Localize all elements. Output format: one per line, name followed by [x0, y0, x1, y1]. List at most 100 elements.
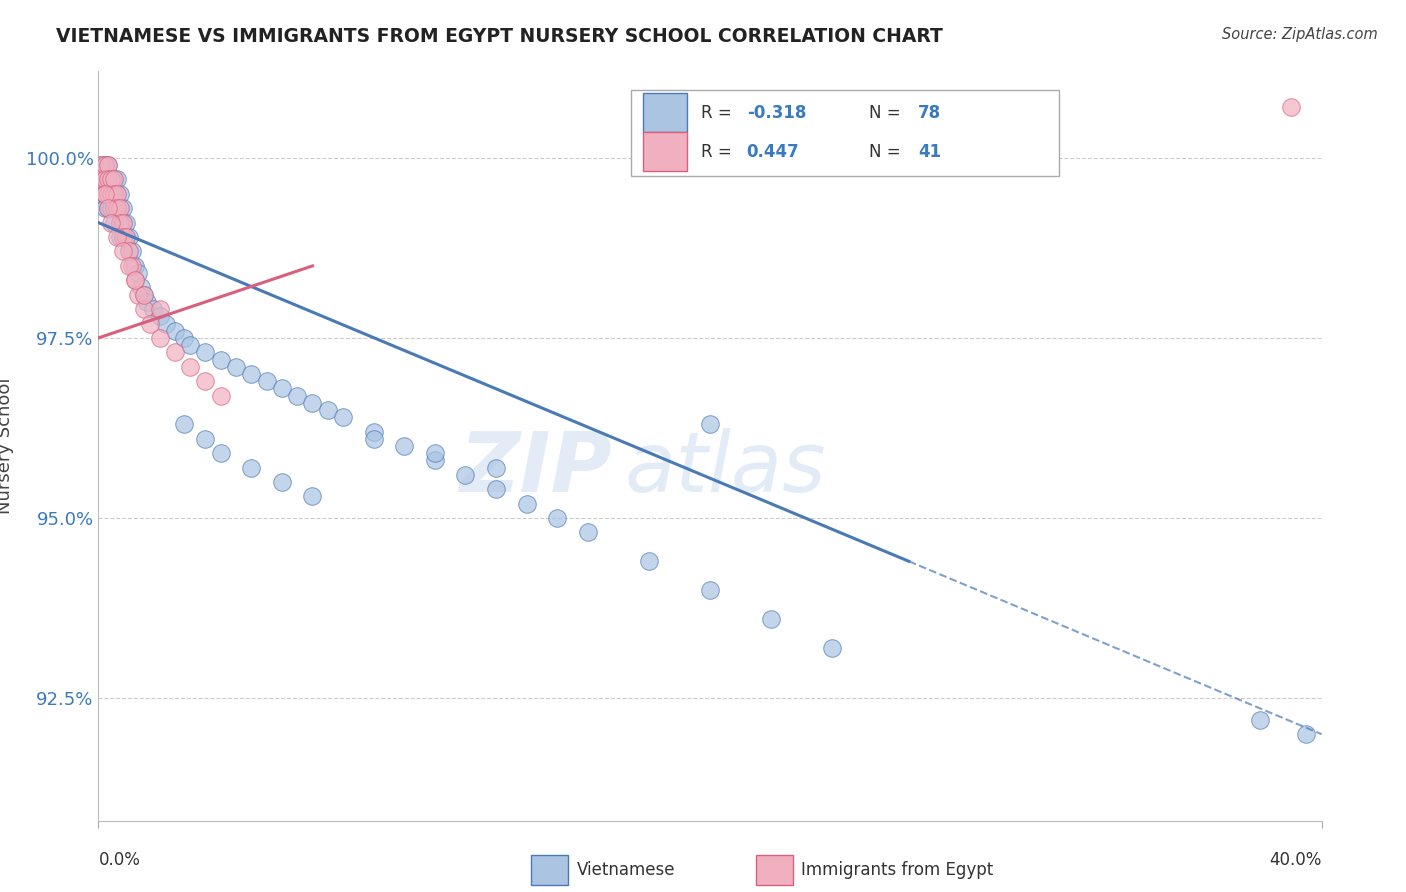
Text: 78: 78 [918, 103, 941, 121]
Point [100, 172, 122, 186]
Y-axis label: Nursery School: Nursery School [0, 377, 14, 515]
Point [97, 186, 120, 201]
Point [93, 201, 115, 215]
Point [576, 525, 599, 540]
Text: atlas: atlas [624, 428, 827, 509]
Point [225, 359, 247, 374]
Point [97, 201, 120, 215]
Point [103, 172, 125, 186]
Point [124, 273, 146, 287]
Point [108, 216, 131, 230]
Point [105, 172, 128, 186]
Point [270, 381, 292, 395]
Point [103, 201, 125, 215]
Point [90, 186, 112, 201]
Text: R =: R = [702, 103, 738, 121]
Point [392, 439, 416, 453]
Point [108, 201, 131, 215]
Point [118, 244, 141, 259]
Point [108, 216, 131, 230]
Point [124, 259, 146, 273]
Point [332, 410, 354, 425]
Text: Source: ZipAtlas.com: Source: ZipAtlas.com [1222, 27, 1378, 42]
Point [103, 186, 125, 201]
Text: Immigrants from Egypt: Immigrants from Egypt [801, 861, 994, 879]
Point [1279, 100, 1302, 114]
Point [301, 396, 323, 410]
Point [699, 417, 721, 432]
Point [821, 640, 844, 655]
Point [100, 216, 122, 230]
Point [105, 230, 128, 244]
Point [699, 583, 721, 598]
Text: N =: N = [869, 103, 905, 121]
Point [194, 374, 217, 388]
Point [179, 359, 201, 374]
Text: ZIP: ZIP [460, 428, 612, 509]
Point [363, 425, 385, 439]
Point [111, 230, 134, 244]
Point [111, 216, 134, 230]
Point [363, 432, 385, 446]
Point [637, 554, 661, 568]
Point [100, 186, 122, 201]
Point [485, 460, 508, 475]
Point [90, 158, 112, 172]
Point [93, 186, 115, 201]
Point [93, 172, 115, 186]
Point [100, 186, 122, 201]
Text: 0.0%: 0.0% [98, 851, 141, 869]
Point [90, 172, 112, 186]
Point [97, 201, 120, 215]
Point [163, 324, 186, 338]
Point [118, 244, 141, 259]
Point [127, 266, 149, 280]
Text: N =: N = [869, 143, 905, 161]
Point [423, 453, 446, 467]
Point [149, 331, 172, 345]
Point [270, 475, 292, 489]
Point [111, 230, 134, 244]
Point [93, 158, 115, 172]
Text: 41: 41 [918, 143, 941, 161]
Point [423, 446, 446, 460]
Point [105, 201, 128, 215]
Point [103, 186, 125, 201]
Point [173, 417, 195, 432]
Point [124, 273, 146, 287]
Point [301, 490, 323, 504]
Point [142, 302, 165, 317]
Text: -0.318: -0.318 [747, 103, 806, 121]
FancyBboxPatch shape [630, 90, 1059, 177]
Point [454, 467, 477, 482]
Point [93, 186, 115, 201]
Point [194, 345, 217, 359]
Text: Vietnamese: Vietnamese [576, 861, 675, 879]
Point [1295, 727, 1317, 741]
Point [108, 230, 131, 244]
Point [209, 446, 232, 460]
Point [256, 374, 278, 388]
Point [127, 287, 149, 301]
Point [209, 352, 232, 367]
Point [97, 172, 120, 186]
FancyBboxPatch shape [643, 93, 686, 132]
Text: R =: R = [702, 143, 738, 161]
Point [97, 158, 120, 172]
Point [129, 280, 152, 294]
Point [163, 345, 186, 359]
Point [97, 158, 120, 172]
Point [105, 201, 128, 215]
Point [105, 186, 128, 201]
Point [111, 244, 134, 259]
Point [134, 287, 156, 301]
Point [134, 302, 156, 317]
Point [1249, 713, 1271, 727]
Point [103, 172, 125, 186]
Point [93, 158, 115, 172]
Point [103, 201, 125, 215]
Point [240, 367, 263, 381]
Text: 40.0%: 40.0% [1270, 851, 1322, 869]
Point [149, 310, 172, 324]
Point [108, 201, 131, 215]
